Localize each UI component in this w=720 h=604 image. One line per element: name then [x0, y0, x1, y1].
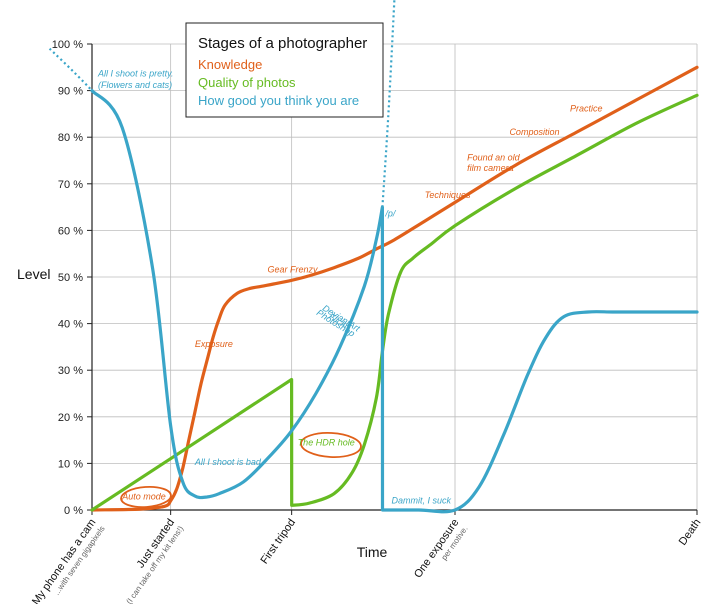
annotation-dammit-i-suck: Dammit, I suck — [391, 495, 451, 505]
grid-layer — [92, 43, 698, 510]
y-tick-label: 60 % — [58, 225, 83, 237]
series-line-knowledge — [90, 65, 699, 512]
y-tick-label: 100 % — [52, 39, 83, 51]
series-line-quality-of-photos — [90, 93, 699, 512]
y-tick-label: 50 % — [58, 272, 83, 284]
x-tick-label-group: Just started(I can take off my kit lens!… — [124, 517, 185, 604]
annotation-practice: Practice — [570, 104, 603, 114]
y-tick-label: 30 % — [58, 365, 83, 377]
extrapolation-line — [381, 0, 396, 208]
series-line-how-good-you-think-you-are — [90, 89, 699, 514]
y-tick-labels: 0 % 10 % 20 % 30 % 40 % 50 % 60 % 70 % 80 % 90 % 1… — [52, 39, 92, 517]
y-tick-label: 10 % — [58, 458, 83, 470]
y-tick-label: 80 % — [58, 132, 83, 144]
annotation-found-an-old: Found an old — [467, 153, 521, 163]
annotation-techniques: Techniques — [425, 190, 471, 200]
x-tick-label-group: Death — [677, 517, 704, 548]
annotation-gear-frenzy: Gear Frenzy — [267, 264, 318, 274]
y-tick-label: 70 % — [58, 179, 83, 191]
annotation-all-i-shoot-is-pretty: All I shoot is pretty. — [97, 69, 173, 79]
x-axis-label: Time — [357, 544, 388, 560]
y-tick-label: 0 % — [64, 505, 83, 517]
x-tick-label-group: First tripod — [258, 517, 298, 566]
x-tick-label: First tripod — [258, 517, 298, 566]
extrapolation-line — [48, 47, 93, 92]
legend-self-assessment: How good you think you are — [198, 93, 359, 108]
annotation-exposure: Exposure — [195, 339, 233, 349]
y-tick-label: 40 % — [58, 319, 83, 331]
x-tick-label-group: My phone has a cam...with seven gigapixe… — [30, 517, 107, 604]
legend-knowledge: Knowledge — [198, 57, 262, 72]
annotation-p: /p/ — [384, 208, 397, 218]
legend-box — [185, 22, 384, 118]
y-tick-label: 90 % — [58, 86, 83, 98]
y-axis-label: Level — [17, 266, 50, 282]
chart-title: Stages of a photographer — [198, 35, 367, 52]
annotation-film-camera: film camera — [467, 163, 514, 173]
series-lines — [48, 0, 699, 514]
highlight-circles — [120, 432, 362, 509]
annotation-all-i-shoot-is-bad: All I shoot is bad. — [194, 457, 264, 467]
annotation-flowers-and-cats: (Flowers and cats) — [98, 80, 172, 90]
auto-mode-circle — [120, 485, 172, 509]
x-tick-label: My phone has a cam — [30, 517, 98, 604]
annotation-the-hdr-hole: The HDR hole — [298, 438, 355, 448]
legend-quality: Quality of photos — [198, 75, 296, 90]
legend: Stages of a photographer Knowledge Quali… — [185, 22, 384, 118]
annotation-auto-mode: Auto mode — [121, 492, 166, 502]
hdr-hole-circle — [300, 432, 362, 458]
y-tick-label: 20 % — [58, 412, 83, 424]
x-tick-label: Death — [677, 517, 704, 548]
annotation-composition: Composition — [509, 127, 559, 137]
